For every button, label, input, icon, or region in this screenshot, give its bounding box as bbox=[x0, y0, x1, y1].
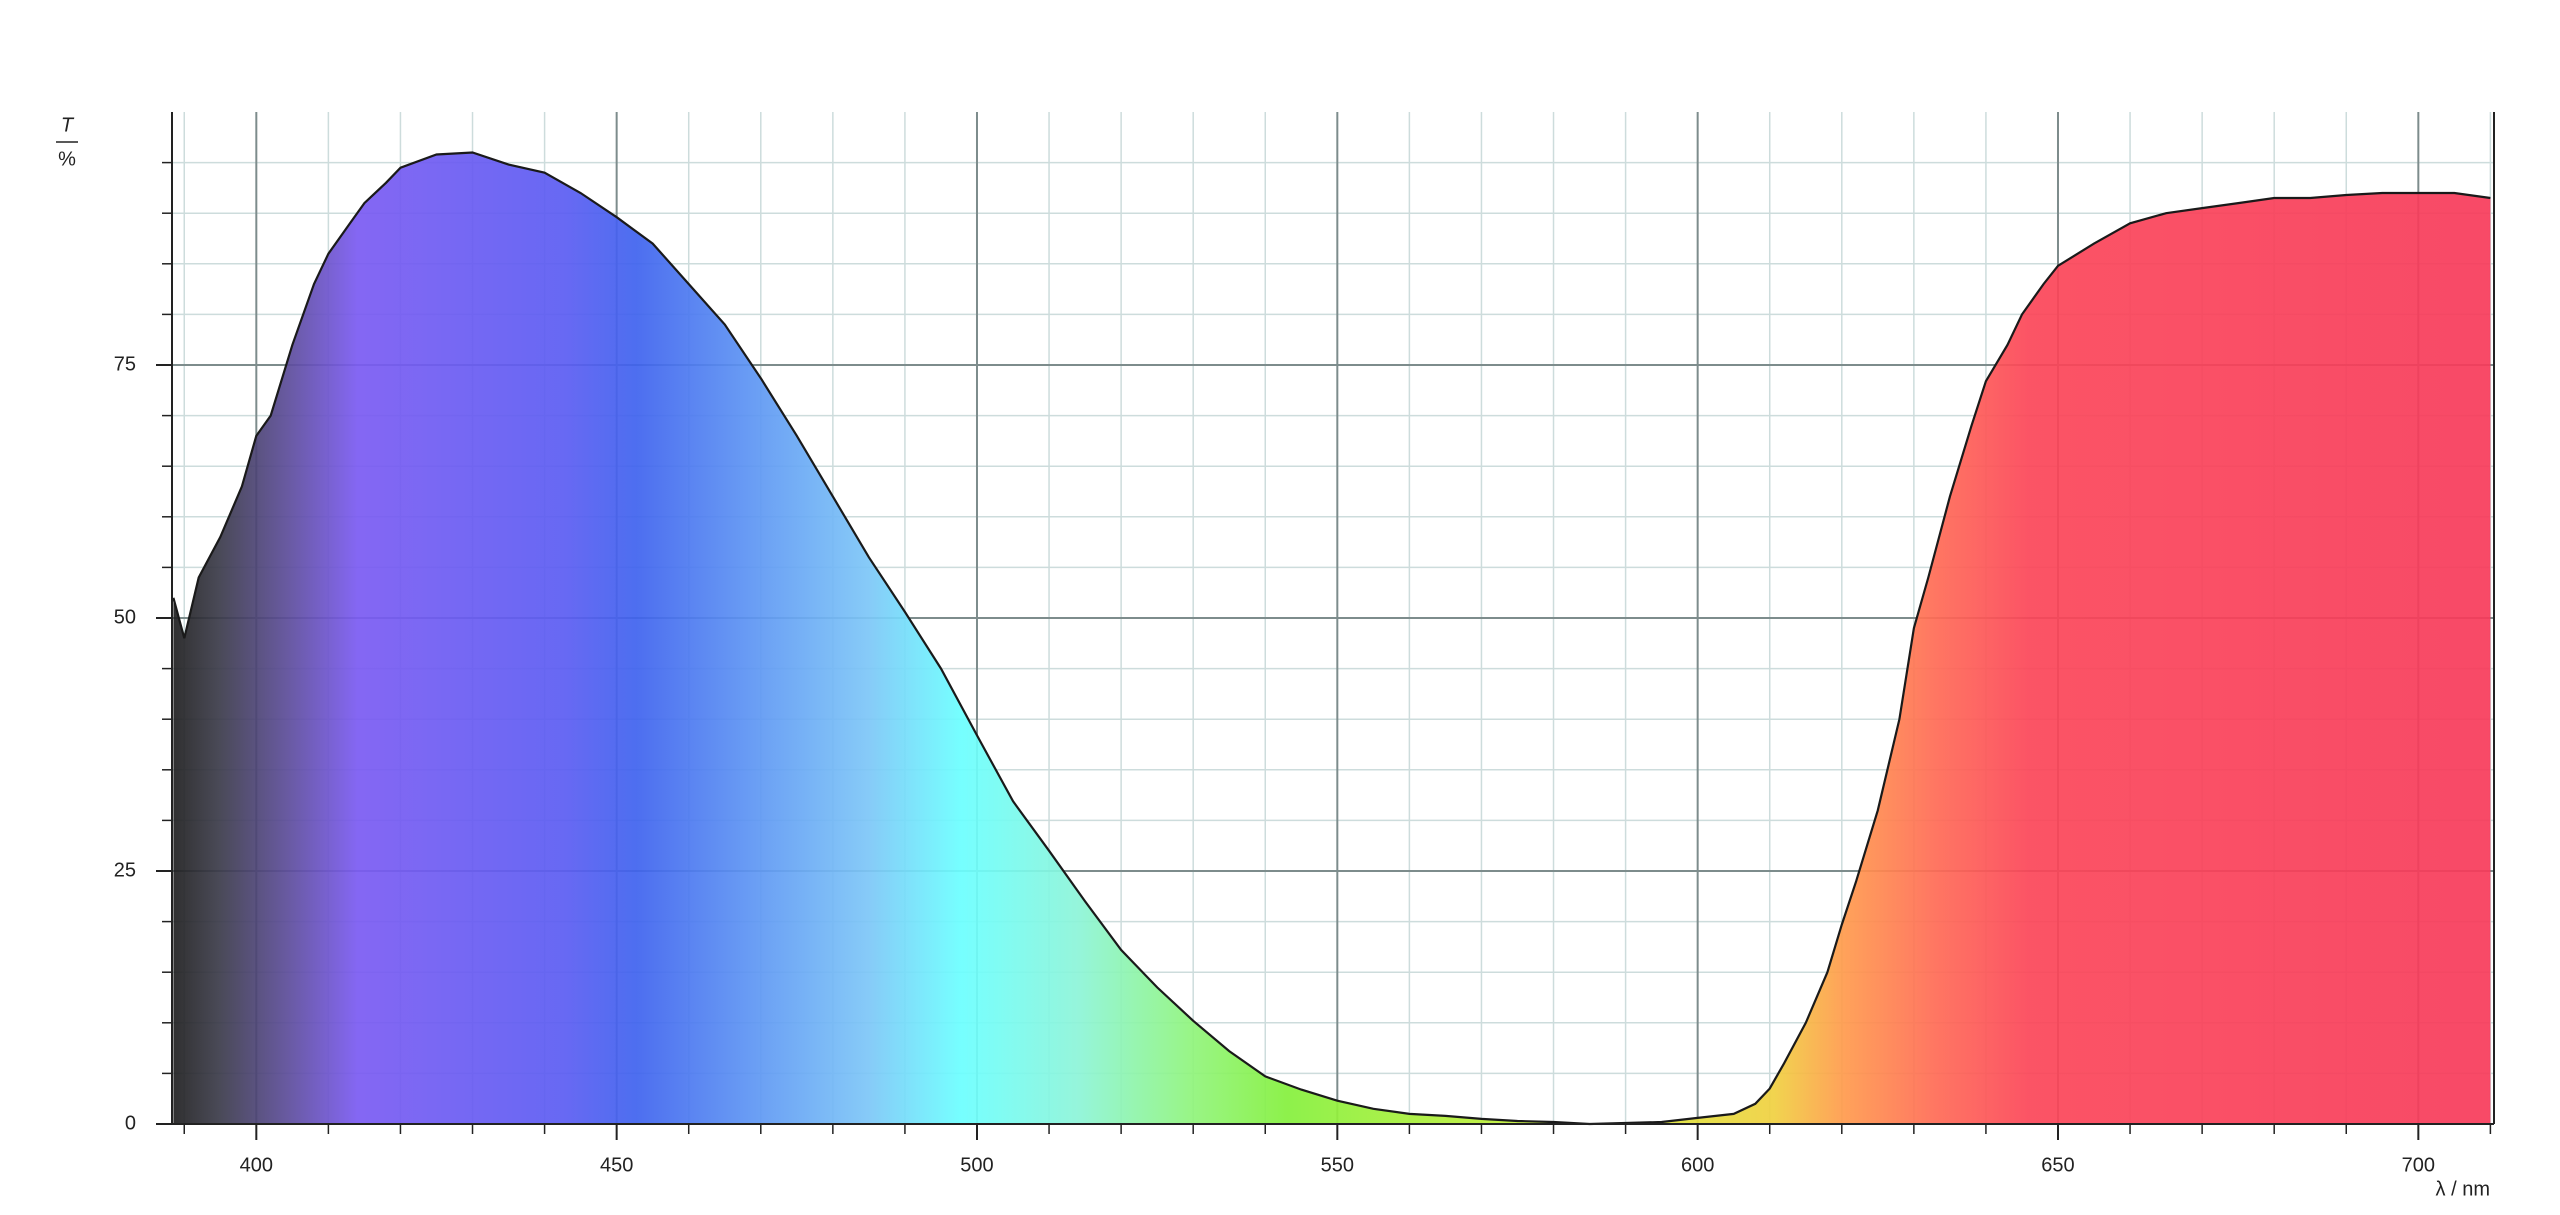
transmission-line bbox=[172, 151, 2491, 1126]
x-tick-label: 500 bbox=[960, 1154, 993, 1176]
x-tick-label: 400 bbox=[240, 1154, 273, 1176]
x-tick-label: 550 bbox=[1321, 1154, 1354, 1176]
y-tick-label: 25 bbox=[114, 859, 136, 881]
y-axis-symbol: T bbox=[61, 114, 75, 136]
x-axis-label: λ / nm bbox=[2436, 1178, 2490, 1200]
x-tick-label: 650 bbox=[2041, 1154, 2074, 1176]
x-tick-label: 600 bbox=[1681, 1154, 1714, 1176]
y-tick-label: 0 bbox=[125, 1112, 136, 1134]
y-axis-unit: % bbox=[58, 148, 76, 170]
plot bbox=[172, 151, 2491, 1126]
y-tick-label: 50 bbox=[114, 606, 136, 628]
area-fill bbox=[173, 152, 2491, 1124]
y-tick-label: 75 bbox=[114, 353, 136, 375]
axes: T % λ / nm 0 25 50 75 400 450 500 550 600 650 700 bbox=[56, 112, 2495, 1200]
x-tick-label: 700 bbox=[2402, 1154, 2435, 1176]
x-tick-label: 450 bbox=[600, 1154, 633, 1176]
